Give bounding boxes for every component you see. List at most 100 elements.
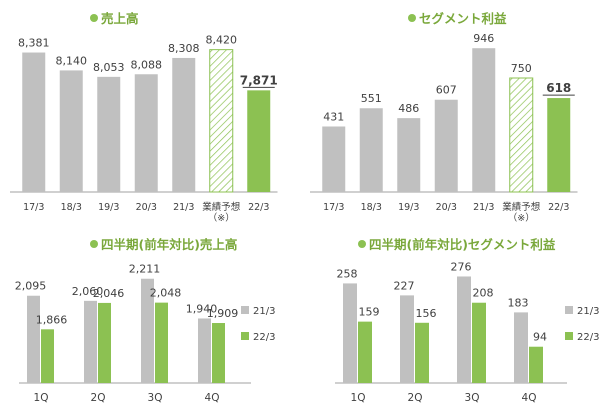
segment-bar: [547, 98, 571, 192]
q-sales-legend-swatch: [241, 306, 249, 314]
sales-bar: [22, 52, 46, 192]
sales-bar: [97, 76, 121, 192]
segment-bar: [359, 108, 383, 192]
q-segment-bar: [457, 276, 471, 383]
q-segment-bar: [514, 312, 528, 383]
sales-value-label: 8,053: [93, 61, 125, 74]
segment-bar: [472, 48, 496, 192]
q-sales-legend-label: 21/3: [253, 306, 275, 317]
segment-annual-chart: 431 17/3 551 18/3 486 19/3 607 20/3 946 21/3 750 業績…: [310, 32, 578, 224]
q-sales-value-label: 1,866: [36, 313, 68, 326]
segment-bar: [509, 77, 534, 193]
q-segment-bar: [358, 321, 372, 383]
sales-value-label: 8,308: [168, 42, 200, 55]
segment-title: セグメント利益: [408, 8, 507, 27]
sales-value-label: 7,871: [240, 73, 278, 87]
sales-tick-label: 業績予想: [202, 201, 241, 213]
sales-tick-label: 22/3: [248, 202, 269, 213]
q-segment-value-label: 156: [416, 307, 437, 320]
q-sales-bar: [98, 302, 111, 383]
segment-tick-label: 19/3: [398, 202, 419, 213]
segment-value-label: 486: [398, 102, 419, 115]
sales-tick-label: （※）: [208, 212, 235, 224]
segment-bar: [322, 126, 346, 192]
sales-tick-label: 17/3: [23, 202, 44, 213]
segment-tick-label: 17/3: [323, 202, 344, 213]
q-segment-bar: [415, 322, 429, 383]
sales-value-label: 8,140: [56, 54, 88, 67]
segment-value-label: 618: [546, 81, 571, 95]
q-segment-value-label: 94: [533, 331, 547, 344]
segment-value-label: 431: [323, 110, 344, 123]
sales-tick-label: 19/3: [98, 202, 119, 213]
segment-value-label: 946: [473, 32, 494, 45]
q-sales-tick-label: 3Q: [148, 392, 163, 404]
segment-quarterly-chart: 258 159 1Q 227 156 2Q 276 208 3Q 183 94 4Q 21/3 22/3: [335, 260, 599, 404]
sales-value-label: 8,381: [18, 37, 50, 50]
sales-title: 売上高: [90, 8, 139, 27]
q-segment-bar: [529, 346, 543, 383]
sales-bar: [134, 74, 158, 192]
q-sales-bar: [27, 295, 40, 383]
q-sales-bar: [84, 300, 97, 383]
q-segment-legend-label: 21/3: [577, 306, 599, 317]
q-sales-value-label: 1,940: [186, 302, 218, 315]
q-sales-value-label: 2,211: [129, 263, 161, 276]
q-sales-value-label: 2,046: [93, 287, 125, 300]
q-sales-title: 四半期(前年対比)売上高: [90, 234, 237, 253]
q-segment-title: 四半期(前年対比)セグメント利益: [358, 234, 555, 253]
q-sales-bar: [155, 302, 168, 383]
segment-tick-label: 業績予想: [502, 201, 541, 213]
q-segment-bar: [472, 302, 486, 383]
sales-bar: [209, 49, 234, 193]
sales-tick-label: 20/3: [136, 202, 157, 213]
q-sales-tick-label: 4Q: [205, 392, 220, 404]
q-sales-legend-swatch: [241, 332, 249, 340]
q-sales-value-label: 2,060: [72, 285, 104, 298]
q-segment-bar: [400, 295, 414, 383]
bullet-dot-icon: [90, 240, 98, 248]
q-segment-value-label: 208: [473, 287, 494, 300]
q-segment-value-label: 159: [359, 306, 380, 319]
sales-annual-chart: 8,381 17/3 8,140 18/3 8,053 19/3 8,088 20/3 8,30…: [10, 34, 278, 224]
sales-tick-label: 18/3: [61, 202, 82, 213]
segment-tick-label: 18/3: [361, 202, 382, 213]
q-sales-tick-label: 2Q: [91, 392, 106, 404]
segment-tick-label: 21/3: [473, 202, 494, 213]
q-sales-tick-label: 1Q: [34, 392, 49, 404]
q-segment-tick-label: 4Q: [522, 392, 537, 404]
segment-bar: [434, 99, 458, 192]
sales-bar: [247, 90, 271, 192]
sales-value-label: 8,420: [206, 34, 238, 47]
bullet-dot-icon: [408, 14, 416, 22]
q-segment-bar: [343, 283, 357, 383]
bullet-dot-icon: [90, 14, 98, 22]
sales-bar: [59, 70, 83, 192]
sales-bar: [172, 57, 196, 192]
segment-tick-label: 22/3: [548, 202, 569, 213]
bullet-dot-icon: [358, 240, 366, 248]
q-segment-value-label: 183: [508, 296, 529, 309]
segment-value-label: 551: [361, 92, 382, 105]
q-sales-value-label: 2,048: [150, 287, 182, 300]
q-sales-bar: [212, 323, 225, 383]
q-segment-legend-label: 22/3: [577, 332, 599, 343]
q-segment-legend-swatch: [565, 332, 573, 340]
q-segment-value-label: 258: [337, 267, 358, 280]
q-sales-legend-label: 22/3: [253, 332, 275, 343]
segment-value-label: 750: [511, 62, 532, 75]
segment-value-label: 607: [436, 84, 457, 97]
q-segment-tick-label: 1Q: [351, 392, 366, 404]
q-sales-bar: [141, 278, 154, 383]
q-segment-value-label: 276: [451, 260, 472, 273]
sales-tick-label: 21/3: [173, 202, 194, 213]
q-sales-value-label: 2,095: [15, 280, 47, 293]
q-segment-tick-label: 3Q: [465, 392, 480, 404]
q-sales-bar: [198, 318, 211, 383]
sales-value-label: 8,088: [131, 58, 163, 71]
q-segment-legend-swatch: [565, 306, 573, 314]
q-segment-value-label: 227: [394, 279, 415, 292]
segment-bar: [397, 118, 421, 192]
q-segment-tick-label: 2Q: [408, 392, 423, 404]
